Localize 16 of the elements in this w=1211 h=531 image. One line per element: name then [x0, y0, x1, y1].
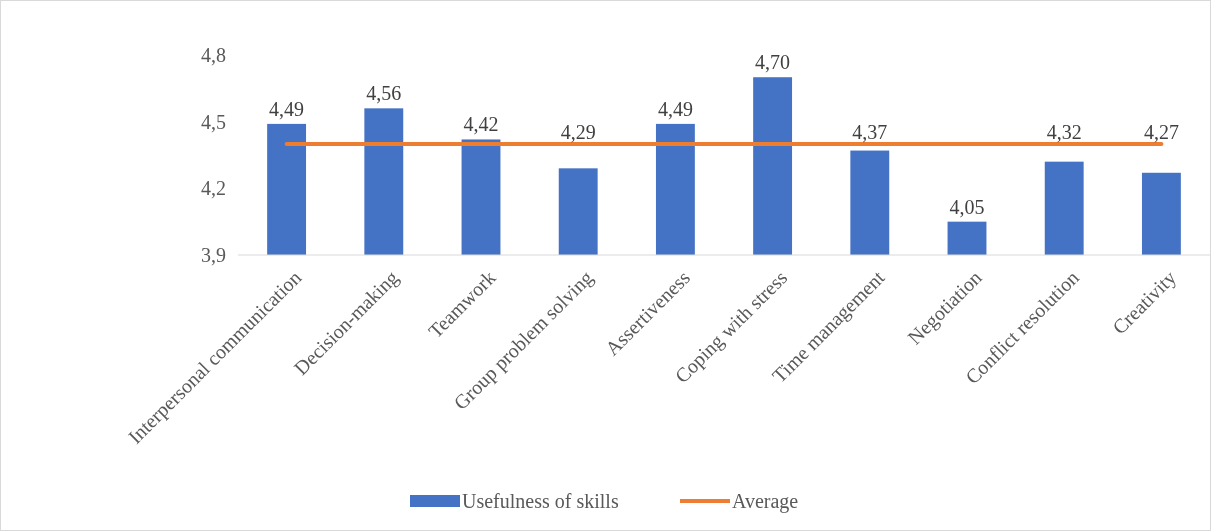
data-label: 4,27: [1143, 120, 1179, 143]
data-label: 4,32: [1046, 120, 1082, 143]
legend-label: Usefulness of skills: [462, 490, 619, 512]
y-tick-label: 4,2: [201, 177, 226, 200]
y-tick-label: 3,9: [201, 244, 226, 266]
data-label: 4,42: [463, 113, 499, 136]
data-label: 4,49: [657, 97, 693, 120]
data-label: 4,29: [560, 120, 596, 143]
y-tick-label: 4,5: [201, 110, 226, 133]
data-label: 4,05: [949, 195, 985, 218]
data-label: 4,37: [852, 120, 888, 143]
data-label: 4,49: [269, 97, 305, 120]
data-label: 4,56: [366, 82, 402, 105]
data-label: 4,70: [755, 51, 791, 74]
y-tick-label: 4,8: [201, 44, 226, 66]
legend-label: Average: [732, 490, 799, 513]
